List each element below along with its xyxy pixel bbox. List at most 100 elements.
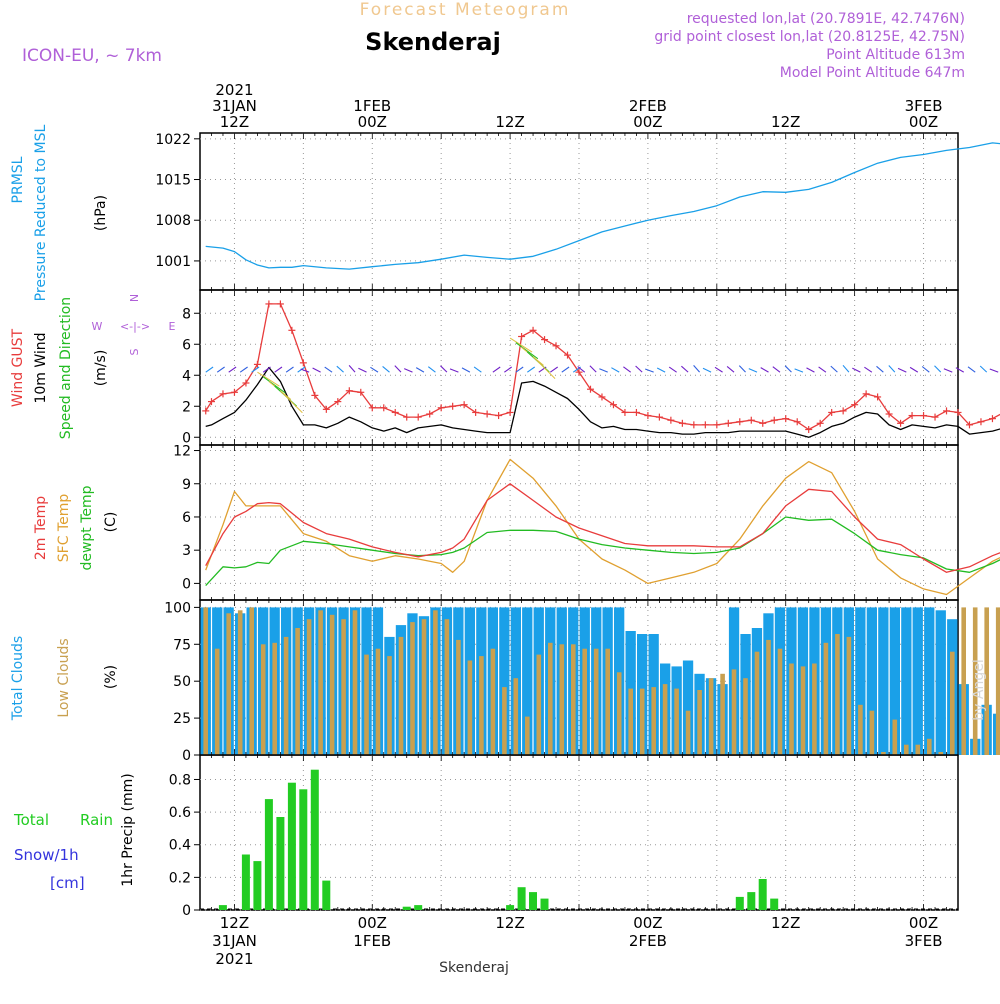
rain-bar	[747, 892, 756, 910]
wind-direction-arrow	[348, 365, 356, 373]
wind-label-1: Wind GUST	[10, 328, 26, 407]
precip-axis-label: 1hr Precip (mm)	[120, 773, 136, 886]
compass-s: S	[128, 348, 141, 355]
wind-direction-arrow	[205, 366, 214, 373]
low-cloud-bar	[467, 660, 473, 755]
wind-vector-fan	[262, 376, 286, 394]
low-cloud-bar	[961, 607, 966, 755]
wind-direction-arrow	[527, 366, 536, 373]
low-cloud-bar	[720, 673, 725, 755]
pressure-ytick-label: 1008	[155, 213, 191, 229]
low-cloud-bar	[295, 628, 300, 755]
wind-panel: 0 2 4 6 8	[182, 289, 1000, 446]
temperature-ytick-label: 0	[182, 576, 191, 592]
precip-ytick-label: 0	[182, 903, 191, 919]
legend-rain: Rain	[80, 811, 113, 829]
wind-direction-arrow	[842, 364, 850, 373]
low-cloud-bar	[214, 648, 220, 755]
wind-direction-arrow	[714, 366, 723, 373]
low-cloud-bar	[479, 656, 484, 755]
wind-direction-arrow	[897, 367, 907, 373]
low-cloud-bar	[525, 716, 530, 755]
top-time-label: 2021	[215, 81, 253, 99]
total-cloud-bar	[901, 607, 912, 755]
low-cloud-bar	[904, 744, 909, 755]
wind-direction-arrow	[262, 366, 271, 373]
low-cloud-bar	[869, 710, 875, 755]
wind-direction-arrow	[549, 366, 559, 373]
wind-direction-arrow	[738, 365, 746, 373]
wind-direction-arrow	[515, 366, 524, 373]
wind-direction-arrow	[358, 367, 367, 373]
rain-bar	[276, 817, 285, 910]
wind-direction-arrow	[921, 366, 930, 373]
pressure-label-2: Pressure Reduced to MSL	[33, 124, 49, 301]
low-cloud-bar	[364, 654, 369, 755]
wind-ylabels: Wind GUST 10m Wind Speed and Direction (…	[10, 294, 176, 439]
bottom-time-label: 2021	[215, 950, 253, 968]
wind-direction-arrow	[504, 366, 513, 373]
low-cloud-bar	[789, 663, 794, 755]
rain-bar	[264, 799, 273, 910]
wind-direction-arrow	[864, 366, 873, 373]
wind-label-2: 10m Wind	[33, 332, 49, 403]
precip-ytick-label: 0.6	[169, 805, 191, 821]
total-cloud-bar	[499, 607, 510, 755]
compass-w: W	[92, 320, 103, 333]
model-label: ICON-EU, ~ 7km	[22, 46, 162, 66]
wind-direction-arrow	[440, 365, 448, 373]
wind-direction-arrow	[668, 366, 677, 373]
pressure-ylabels: PRMSL Pressure Reduced to MSL (hPa)	[10, 124, 109, 301]
wind-direction-arrow	[830, 365, 838, 373]
requested-coords: requested lon,lat (20.7891E, 42.7476N)	[687, 11, 965, 27]
low-cloud-bar	[260, 644, 266, 755]
location-title: Skenderaj	[365, 28, 501, 56]
temp-ylabels: 2m Temp SFC Temp dewpt Temp (C)	[33, 485, 119, 570]
wind-direction-arrow	[623, 366, 632, 373]
bottom-time-label: 12Z	[771, 914, 800, 932]
wind-direction-arrow	[274, 366, 283, 373]
low-cloud-bar	[754, 651, 760, 755]
low-cloud-bar	[972, 607, 978, 755]
low-cloud-bar	[490, 648, 496, 755]
low-cloud-bar	[743, 678, 748, 755]
rain-bar	[218, 905, 227, 910]
wind-direction-arrow	[943, 368, 953, 373]
wind-direction-arrow	[370, 366, 379, 373]
top-time-label: 31JAN	[212, 97, 257, 115]
low-cloud-bar	[306, 619, 312, 755]
rain-bar	[758, 879, 767, 910]
wind-direction-arrow	[888, 365, 896, 373]
wind-direction-arrow	[726, 365, 735, 373]
rain-bar	[506, 905, 515, 910]
cloud-label-3: (%)	[103, 665, 119, 689]
pressure-ytick-label: 1022	[155, 132, 191, 148]
bottom-time-label: 3FEB	[905, 932, 943, 950]
temp-label-1: 2m Temp	[33, 496, 49, 560]
rain-bar	[299, 789, 308, 910]
low-cloud-bar	[605, 648, 610, 755]
compass-rose: N S W E <-|->	[92, 294, 176, 356]
total-cloud-bar	[522, 607, 533, 755]
total-cloud-bar	[878, 607, 889, 755]
bottom-time-label: 00Z	[633, 914, 662, 932]
cloud-label-2: Low Clouds	[56, 638, 72, 717]
low-cloud-bar	[662, 684, 668, 755]
temperature-ytick-label: 3	[182, 543, 191, 559]
low-cloud-bar	[513, 678, 519, 755]
temperature-ytick-label: 9	[182, 477, 191, 493]
wind-vector-fan	[257, 371, 280, 387]
wind-direction-arrow	[394, 365, 402, 373]
legend-total: Total	[13, 811, 49, 829]
wind-direction-arrow	[599, 368, 608, 373]
low-cloud-bar	[938, 752, 944, 755]
bottom-time-label: 1FEB	[353, 932, 391, 950]
rain-bar	[253, 861, 262, 910]
wind-direction-arrow	[461, 367, 471, 373]
pressure-line	[205, 142, 1000, 270]
low-cloud-bar	[858, 704, 863, 755]
low-cloud-bar	[272, 642, 277, 755]
low-cloud-bar	[731, 669, 737, 755]
rain-bar	[414, 905, 423, 910]
cloud-ylabels: Total Clouds Low Clouds (%)	[10, 636, 119, 721]
